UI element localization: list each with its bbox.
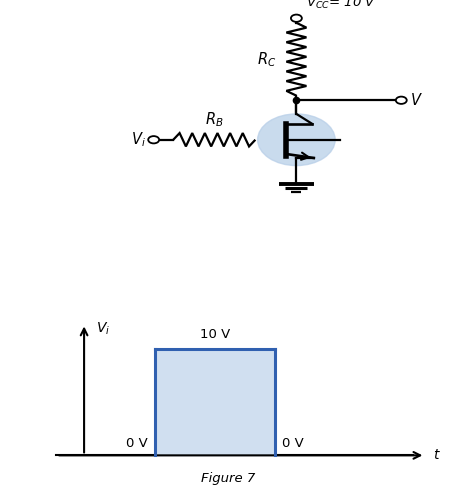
Text: $V$: $V$ [410, 92, 422, 108]
Circle shape [395, 97, 406, 104]
Circle shape [290, 15, 301, 22]
Text: 0 V: 0 V [282, 437, 303, 450]
Text: $R_B$: $R_B$ [205, 110, 223, 129]
Circle shape [257, 114, 334, 166]
Text: 10 V: 10 V [199, 328, 230, 341]
Text: $R_C$: $R_C$ [256, 50, 275, 69]
Circle shape [148, 136, 159, 144]
Text: Figure 7: Figure 7 [201, 472, 254, 485]
Text: $V_i$: $V_i$ [96, 320, 110, 337]
Text: $t$: $t$ [432, 448, 440, 463]
Text: 0 V: 0 V [126, 437, 147, 450]
Text: $V_{CC}$= 10 V: $V_{CC}$= 10 V [305, 0, 375, 11]
Text: $V_i$: $V_i$ [131, 130, 146, 149]
